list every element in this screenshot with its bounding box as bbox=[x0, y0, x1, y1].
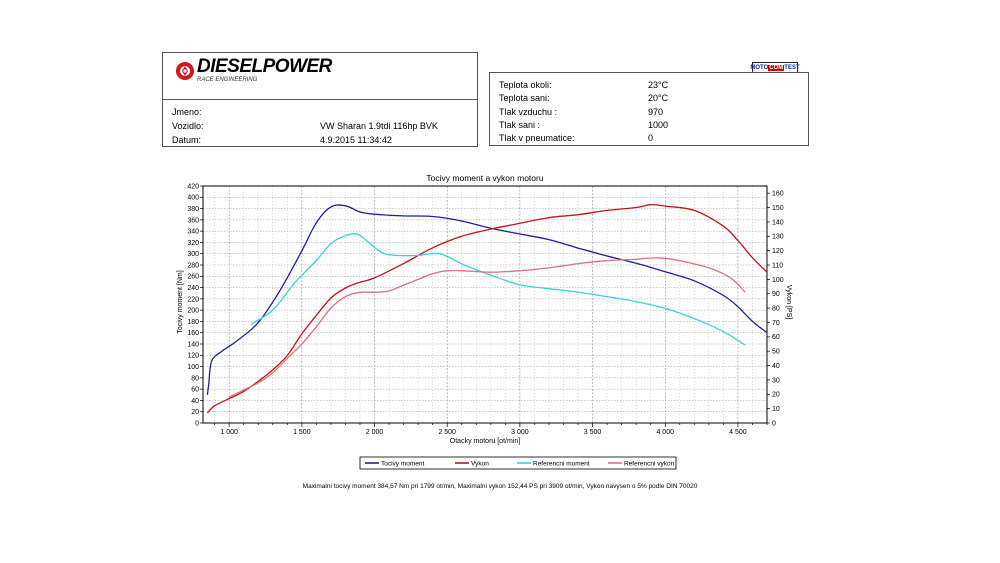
condition-label: Tlak v pneumatice: bbox=[499, 133, 575, 143]
y-tick-label: 80 bbox=[191, 375, 199, 382]
y2-tick-label: 20 bbox=[772, 392, 780, 399]
legend-label-tocivy-moment: Tocivy moment bbox=[381, 461, 425, 468]
y-tick-label: 140 bbox=[187, 341, 199, 348]
series-line-referencni-vykon bbox=[228, 257, 746, 398]
x-tick-label: 4 000 bbox=[656, 429, 674, 436]
y-tick-label: 20 bbox=[191, 409, 199, 416]
y2-tick-label: 30 bbox=[772, 377, 780, 384]
x-axis-label: Otacky motoru [ot/min] bbox=[450, 438, 520, 445]
condition-value: 20°C bbox=[648, 93, 669, 103]
condition-value: 23°C bbox=[648, 80, 669, 90]
y2-axis-label: Vykon [PS] bbox=[785, 285, 792, 319]
y-tick-label: 280 bbox=[187, 262, 199, 269]
y2-tick-label: 120 bbox=[772, 248, 784, 255]
y2-tick-label: 40 bbox=[772, 363, 780, 370]
legend-label-referencni-vykon: Referencni vykon bbox=[624, 461, 675, 468]
y-tick-label: 380 bbox=[187, 206, 199, 213]
chart-grid bbox=[203, 185, 768, 424]
summary-text: Maximalni tocivy moment 384,57 Nm pri 17… bbox=[302, 483, 698, 490]
y-tick-label: 40 bbox=[191, 398, 199, 405]
y-tick-label: 420 bbox=[187, 183, 199, 190]
brand-name: DIESELPOWER bbox=[197, 56, 332, 77]
y2-tick-label: 10 bbox=[772, 406, 780, 413]
x-tick-label: 1 000 bbox=[220, 429, 238, 436]
plot-area bbox=[202, 185, 768, 424]
vehicle-info-box: Jmeno: Vozidlo: VW Sharan 1.9tdi 116hp B… bbox=[162, 99, 478, 147]
vehicle-value: VW Sharan 1.9tdi 116hp BVK bbox=[320, 121, 438, 131]
x-tick-label: 2 000 bbox=[366, 429, 384, 436]
y-tick-label: 180 bbox=[187, 319, 199, 326]
y-tick-label: 200 bbox=[187, 308, 199, 315]
y-tick-label: 0 bbox=[195, 420, 199, 427]
y-tick-label: 320 bbox=[187, 240, 199, 247]
chart-legend: Tocivy moment Vykon Referencni moment Refer… bbox=[365, 461, 675, 468]
condition-label: Tlak vzduchu : bbox=[499, 107, 558, 117]
axis-ticks: 0204060801001201401601802002202402602803… bbox=[187, 183, 783, 436]
name-label: Jmeno: bbox=[172, 107, 202, 117]
y2-tick-label: 70 bbox=[772, 320, 780, 327]
y-tick-label: 120 bbox=[187, 353, 199, 360]
y2-tick-label: 80 bbox=[772, 305, 780, 312]
condition-label: Teplota okoli: bbox=[499, 80, 552, 90]
condition-value: 970 bbox=[648, 107, 664, 117]
y2-tick-label: 130 bbox=[772, 234, 784, 241]
date-label: Datum: bbox=[172, 135, 202, 145]
conditions-box: Teplota okoli: 23°C Teplota sani: 20°C T… bbox=[489, 72, 809, 146]
y-tick-label: 100 bbox=[187, 364, 199, 371]
y-tick-label: 340 bbox=[187, 229, 199, 236]
x-tick-label: 1 500 bbox=[293, 429, 311, 436]
condition-value: 0 bbox=[648, 133, 654, 143]
y-tick-label: 300 bbox=[187, 251, 199, 258]
legend-label-referencni-moment: Referencni moment bbox=[533, 461, 590, 468]
y-axis-label: Tocivy moment [Nm] bbox=[177, 270, 184, 333]
y-tick-label: 240 bbox=[187, 285, 199, 292]
y-tick-label: 60 bbox=[191, 387, 199, 394]
condition-label: Tlak sani : bbox=[499, 120, 541, 130]
y2-tick-label: 0 bbox=[772, 420, 776, 427]
logo-box: DIESELPOWER RACE ENGINEERING bbox=[162, 52, 478, 100]
y2-tick-label: 160 bbox=[772, 191, 784, 198]
y-tick-label: 400 bbox=[187, 195, 199, 202]
badge-part-com: COM bbox=[768, 64, 785, 71]
y-tick-label: 220 bbox=[187, 296, 199, 303]
series-line-referencni-moment bbox=[250, 232, 746, 346]
y-tick-label: 360 bbox=[187, 217, 199, 224]
badge-part-test: TEST bbox=[784, 64, 800, 71]
y2-tick-label: 90 bbox=[772, 291, 780, 298]
series-line-vykon bbox=[206, 203, 768, 414]
legend-label-vykon: Vykon bbox=[471, 461, 489, 468]
x-tick-label: 3 500 bbox=[584, 429, 602, 436]
condition-label: Teplota sani: bbox=[499, 93, 550, 103]
y2-tick-label: 60 bbox=[772, 334, 780, 341]
y2-tick-label: 50 bbox=[772, 349, 780, 356]
x-tick-label: 2 500 bbox=[438, 429, 456, 436]
series-lines bbox=[206, 203, 768, 414]
y2-tick-label: 100 bbox=[772, 277, 784, 284]
vehicle-label: Vozidlo: bbox=[172, 121, 204, 131]
brand-subtitle: RACE ENGINEERING bbox=[197, 77, 258, 83]
date-value: 4.9.2015 11:34:42 bbox=[320, 135, 392, 145]
x-tick-label: 3 000 bbox=[511, 429, 529, 436]
chart-title: Tocivy moment a vykon motoru bbox=[426, 173, 543, 183]
series-line-tocivy-moment bbox=[206, 204, 768, 395]
turbo-logo-icon bbox=[176, 62, 194, 80]
x-tick-label: 4 500 bbox=[729, 429, 747, 436]
y-tick-label: 260 bbox=[187, 274, 199, 281]
dyno-chart: 0204060801001201401601802002202402602803… bbox=[177, 173, 792, 470]
y-tick-label: 160 bbox=[187, 330, 199, 337]
y2-tick-label: 110 bbox=[772, 262, 783, 269]
badge-part-moto: MOTO bbox=[750, 64, 769, 71]
condition-value: 1000 bbox=[648, 120, 669, 130]
y2-tick-label: 140 bbox=[772, 219, 784, 226]
y2-tick-label: 150 bbox=[772, 205, 784, 212]
